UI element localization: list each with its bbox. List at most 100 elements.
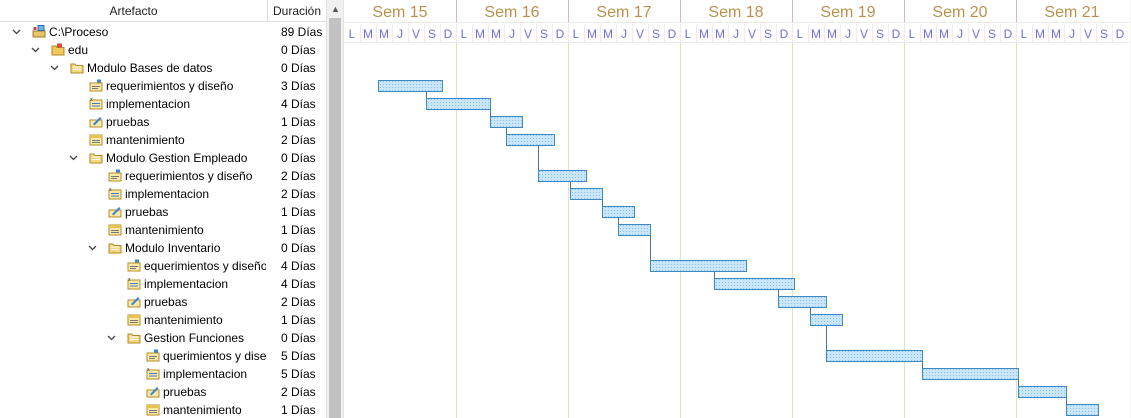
task-req-icon bbox=[127, 259, 141, 272]
expand-chevron-icon[interactable] bbox=[86, 239, 98, 257]
task-bar bbox=[714, 278, 795, 290]
task-duration: 89 Días bbox=[281, 25, 323, 39]
artifact-column-header[interactable]: Artefacto bbox=[0, 0, 268, 22]
day-label: L bbox=[1021, 27, 1028, 41]
day-label: M bbox=[491, 27, 501, 41]
task-duration: 2 Días bbox=[281, 133, 316, 147]
tree-row[interactable]: Gestion Funciones 0 Días bbox=[0, 329, 326, 347]
tree-row[interactable]: mantenimiento 1 Días bbox=[0, 401, 326, 418]
week-label: Sem 19 bbox=[820, 4, 875, 21]
task-req-icon bbox=[146, 349, 160, 362]
task-duration: 1 Días bbox=[281, 115, 316, 129]
day-label: D bbox=[780, 27, 789, 41]
tree-row[interactable]: C:\Proceso 89 Días bbox=[0, 23, 326, 41]
day-label: D bbox=[1004, 27, 1013, 41]
day-label: M bbox=[923, 27, 933, 41]
day-label: S bbox=[428, 27, 436, 41]
duration-column-header[interactable]: Duración bbox=[268, 0, 326, 22]
day-label: J bbox=[1069, 27, 1075, 41]
day-label: M bbox=[699, 27, 709, 41]
task-name: pruebas bbox=[125, 205, 169, 219]
task-name: Modulo Gestion Empleado bbox=[106, 151, 248, 165]
task-name: requerimientos y diseño bbox=[125, 169, 253, 183]
day-label: M bbox=[939, 27, 949, 41]
scrollbar-thumb[interactable] bbox=[329, 18, 341, 418]
week-label: Sem 16 bbox=[484, 4, 539, 21]
day-label: L bbox=[461, 27, 468, 41]
task-impl-icon: x bbox=[127, 277, 141, 290]
tree-row[interactable]: pruebas 1 Días bbox=[0, 113, 326, 131]
tree-row[interactable]: equerimientos y diseño 4 Días bbox=[0, 257, 326, 275]
task-name: Modulo Inventario bbox=[125, 241, 221, 255]
day-label: D bbox=[444, 27, 453, 41]
task-tree-panel: Artefacto Duración C:\Proceso 89 Días edu 0… bbox=[0, 0, 326, 418]
task-test-icon bbox=[108, 205, 122, 218]
tree-row[interactable]: querimientos y dise 5 Días bbox=[0, 347, 326, 365]
week-label: Sem 21 bbox=[1044, 4, 1099, 21]
task-maint-icon bbox=[108, 223, 122, 236]
tree-row[interactable]: x implementacion 4 Días bbox=[0, 95, 326, 113]
tree-row[interactable]: x implementacion 2 Días bbox=[0, 185, 326, 203]
expand-chevron-icon[interactable] bbox=[29, 41, 41, 59]
task-duration: 5 Días bbox=[281, 349, 316, 363]
day-label: J bbox=[733, 27, 739, 41]
task-bar bbox=[570, 188, 603, 200]
tree-row[interactable]: requerimientos y diseño 2 Días bbox=[0, 167, 326, 185]
task-name: Gestion Funciones bbox=[144, 331, 245, 345]
task-maint-icon bbox=[127, 313, 141, 326]
task-bar bbox=[506, 134, 555, 146]
svg-text:x: x bbox=[128, 277, 131, 283]
day-label: L bbox=[797, 27, 804, 41]
tree-row[interactable]: mantenimiento 1 Días bbox=[0, 311, 326, 329]
day-label: M bbox=[363, 27, 373, 41]
task-duration: 1 Días bbox=[281, 313, 316, 327]
task-bar bbox=[490, 116, 523, 128]
task-test-icon bbox=[89, 115, 103, 128]
task-bar bbox=[1018, 386, 1067, 398]
day-label: M bbox=[1051, 27, 1061, 41]
expand-chevron-icon[interactable] bbox=[48, 59, 60, 77]
tree-row[interactable]: Modulo Inventario 0 Días bbox=[0, 239, 326, 257]
tree-row[interactable]: Modulo Bases de datos 0 Días bbox=[0, 59, 326, 77]
task-duration: 2 Días bbox=[281, 169, 316, 183]
day-label: J bbox=[621, 27, 627, 41]
tree-row[interactable]: mantenimiento 2 Días bbox=[0, 131, 326, 149]
task-name: equerimientos y diseño bbox=[144, 259, 266, 273]
expand-chevron-icon[interactable] bbox=[10, 23, 22, 41]
folder-open-icon bbox=[70, 61, 84, 74]
tree-row[interactable]: x implementacion 5 Días bbox=[0, 365, 326, 383]
task-bar bbox=[922, 368, 1019, 380]
day-label: L bbox=[909, 27, 916, 41]
day-label: D bbox=[892, 27, 901, 41]
tree-row[interactable]: requerimientos y diseño 3 Días bbox=[0, 77, 326, 95]
day-label: J bbox=[957, 27, 963, 41]
day-label: V bbox=[412, 27, 420, 41]
expand-chevron-icon[interactable] bbox=[105, 329, 117, 347]
task-name: implementacion bbox=[163, 367, 248, 381]
task-bar bbox=[810, 314, 843, 326]
expand-chevron-icon[interactable] bbox=[67, 149, 79, 167]
project-icon bbox=[32, 25, 46, 38]
task-test-icon bbox=[127, 295, 141, 308]
tree-row[interactable]: edu 0 Días bbox=[0, 41, 326, 59]
task-bar bbox=[602, 206, 635, 218]
task-bar bbox=[778, 296, 827, 308]
task-name: mantenimiento bbox=[144, 313, 223, 327]
task-name: querimientos y dise bbox=[163, 349, 266, 363]
task-duration: 0 Días bbox=[281, 331, 316, 345]
day-label: V bbox=[1084, 27, 1092, 41]
task-bar bbox=[426, 98, 491, 110]
vertical-scrollbar[interactable]: ▲ bbox=[326, 0, 344, 418]
tree-row[interactable]: Modulo Gestion Empleado 0 Días bbox=[0, 149, 326, 167]
scroll-up-arrow-icon[interactable]: ▲ bbox=[331, 4, 340, 14]
day-label: J bbox=[509, 27, 515, 41]
task-duration: 0 Días bbox=[281, 241, 316, 255]
tree-row[interactable]: pruebas 2 Días bbox=[0, 383, 326, 401]
tree-row[interactable]: pruebas 1 Días bbox=[0, 203, 326, 221]
tree-row[interactable]: mantenimiento 1 Días bbox=[0, 221, 326, 239]
task-bar bbox=[618, 224, 651, 236]
tree-row[interactable]: pruebas 2 Días bbox=[0, 293, 326, 311]
tree-row[interactable]: x implementacion 4 Días bbox=[0, 275, 326, 293]
task-duration: 3 Días bbox=[281, 79, 316, 93]
